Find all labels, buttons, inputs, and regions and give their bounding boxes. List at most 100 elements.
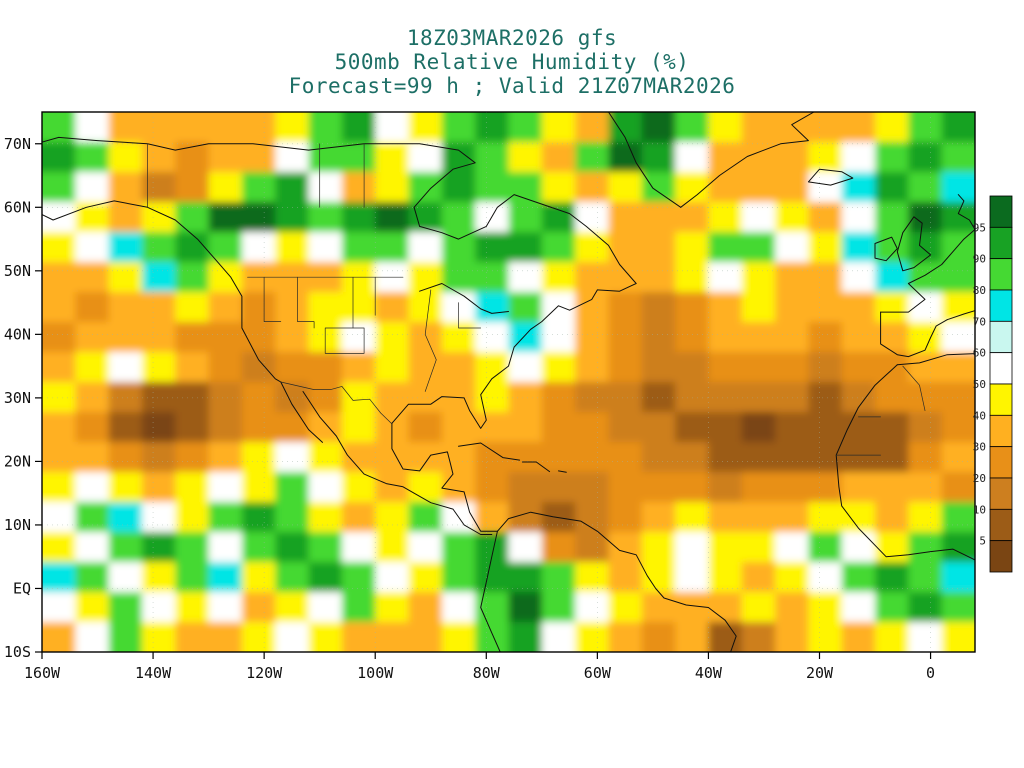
humidity-cell	[808, 472, 843, 503]
humidity-cell	[275, 532, 310, 563]
humidity-cell	[541, 622, 576, 652]
humidity-cell	[541, 532, 576, 563]
humidity-cell	[875, 352, 909, 383]
humidity-cell	[241, 142, 276, 173]
humidity-cell	[108, 352, 143, 383]
humidity-cell	[42, 232, 76, 263]
humidity-cell	[708, 352, 743, 383]
humidity-cell	[75, 232, 110, 263]
humidity-cell	[208, 562, 243, 593]
humidity-cell	[341, 562, 376, 593]
humidity-cell	[241, 442, 276, 473]
humidity-cell	[441, 172, 476, 203]
humidity-cell	[175, 232, 210, 263]
humidity-cell	[541, 142, 576, 173]
humidity-cell	[875, 502, 909, 533]
humidity-cell	[641, 172, 676, 203]
humidity-cell	[175, 442, 210, 473]
humidity-cell	[875, 202, 909, 233]
lon-tick-label: 80W	[473, 664, 501, 682]
humidity-cell	[875, 562, 909, 593]
humidity-cell	[241, 172, 276, 203]
humidity-cell	[908, 502, 943, 533]
humidity-cell	[441, 532, 476, 563]
humidity-cell	[375, 352, 410, 383]
humidity-cell	[775, 262, 809, 293]
colorbar-segment	[989, 446, 1013, 479]
humidity-cell	[841, 592, 876, 623]
humidity-cell	[608, 322, 643, 353]
humidity-cell	[775, 352, 809, 383]
humidity-cell	[42, 322, 76, 353]
humidity-cell	[775, 322, 809, 353]
humidity-cell	[175, 202, 210, 233]
humidity-cell	[508, 292, 543, 323]
humidity-cell	[108, 232, 143, 263]
humidity-cell	[775, 472, 809, 503]
humidity-cell	[708, 592, 743, 623]
lon-tick-label: 20W	[806, 664, 834, 682]
humidity-cell	[308, 382, 343, 413]
humidity-cell	[208, 382, 243, 413]
humidity-cell	[808, 322, 843, 353]
humidity-cell	[908, 592, 943, 623]
humidity-cell	[208, 592, 243, 623]
humidity-cell	[608, 562, 643, 593]
humidity-cell	[575, 472, 610, 503]
humidity-cell	[841, 382, 876, 413]
colorbar-label: 20	[973, 472, 986, 485]
map-outline-path	[42, 200, 282, 383]
humidity-cell	[408, 352, 443, 383]
map-outline-path	[874, 236, 898, 262]
humidity-cell	[408, 322, 443, 353]
humidity-cell	[375, 112, 410, 143]
humidity-cell	[741, 622, 776, 652]
humidity-cell	[341, 622, 376, 652]
humidity-cell	[275, 202, 310, 233]
humidity-cell	[175, 532, 210, 563]
humidity-cell	[141, 112, 176, 143]
humidity-cell	[708, 442, 743, 473]
humidity-cell	[75, 262, 110, 293]
map-outline-path	[835, 364, 975, 561]
humidity-heatmap	[42, 112, 975, 652]
humidity-cell	[941, 472, 975, 503]
map-outline-path	[458, 442, 521, 461]
humidity-cell	[42, 592, 76, 623]
humidity-cell	[775, 112, 809, 143]
humidity-cell	[175, 172, 210, 203]
humidity-cell	[75, 622, 110, 652]
map-outline-path	[419, 283, 509, 314]
humidity-cell	[208, 532, 243, 563]
humidity-cell	[241, 472, 276, 503]
humidity-cell	[575, 622, 610, 652]
humidity-cell	[308, 112, 343, 143]
humidity-cell	[541, 112, 576, 143]
map-frame	[41, 111, 976, 653]
humidity-cell	[108, 532, 143, 563]
humidity-cell	[75, 472, 110, 503]
humidity-cell	[675, 322, 710, 353]
humidity-cell	[208, 112, 243, 143]
humidity-cell	[675, 442, 710, 473]
humidity-cell	[508, 562, 543, 593]
humidity-cell	[675, 172, 710, 203]
humidity-cell	[741, 502, 776, 533]
humidity-cell	[941, 112, 975, 143]
humidity-cell	[441, 442, 476, 473]
humidity-cell	[675, 412, 710, 443]
humidity-cell	[108, 262, 143, 293]
colorbar-segment	[989, 258, 1013, 291]
humidity-cell	[741, 472, 776, 503]
humidity-cell	[708, 412, 743, 443]
humidity-cell	[841, 352, 876, 383]
humidity-cell	[141, 532, 176, 563]
humidity-cell	[875, 142, 909, 173]
humidity-cell	[508, 232, 543, 263]
humidity-cell	[408, 112, 443, 143]
humidity-cell	[541, 352, 576, 383]
map-outline-path	[521, 461, 551, 473]
map-outline-path	[680, 112, 815, 208]
humidity-cell	[408, 442, 443, 473]
humidity-cell	[308, 502, 343, 533]
